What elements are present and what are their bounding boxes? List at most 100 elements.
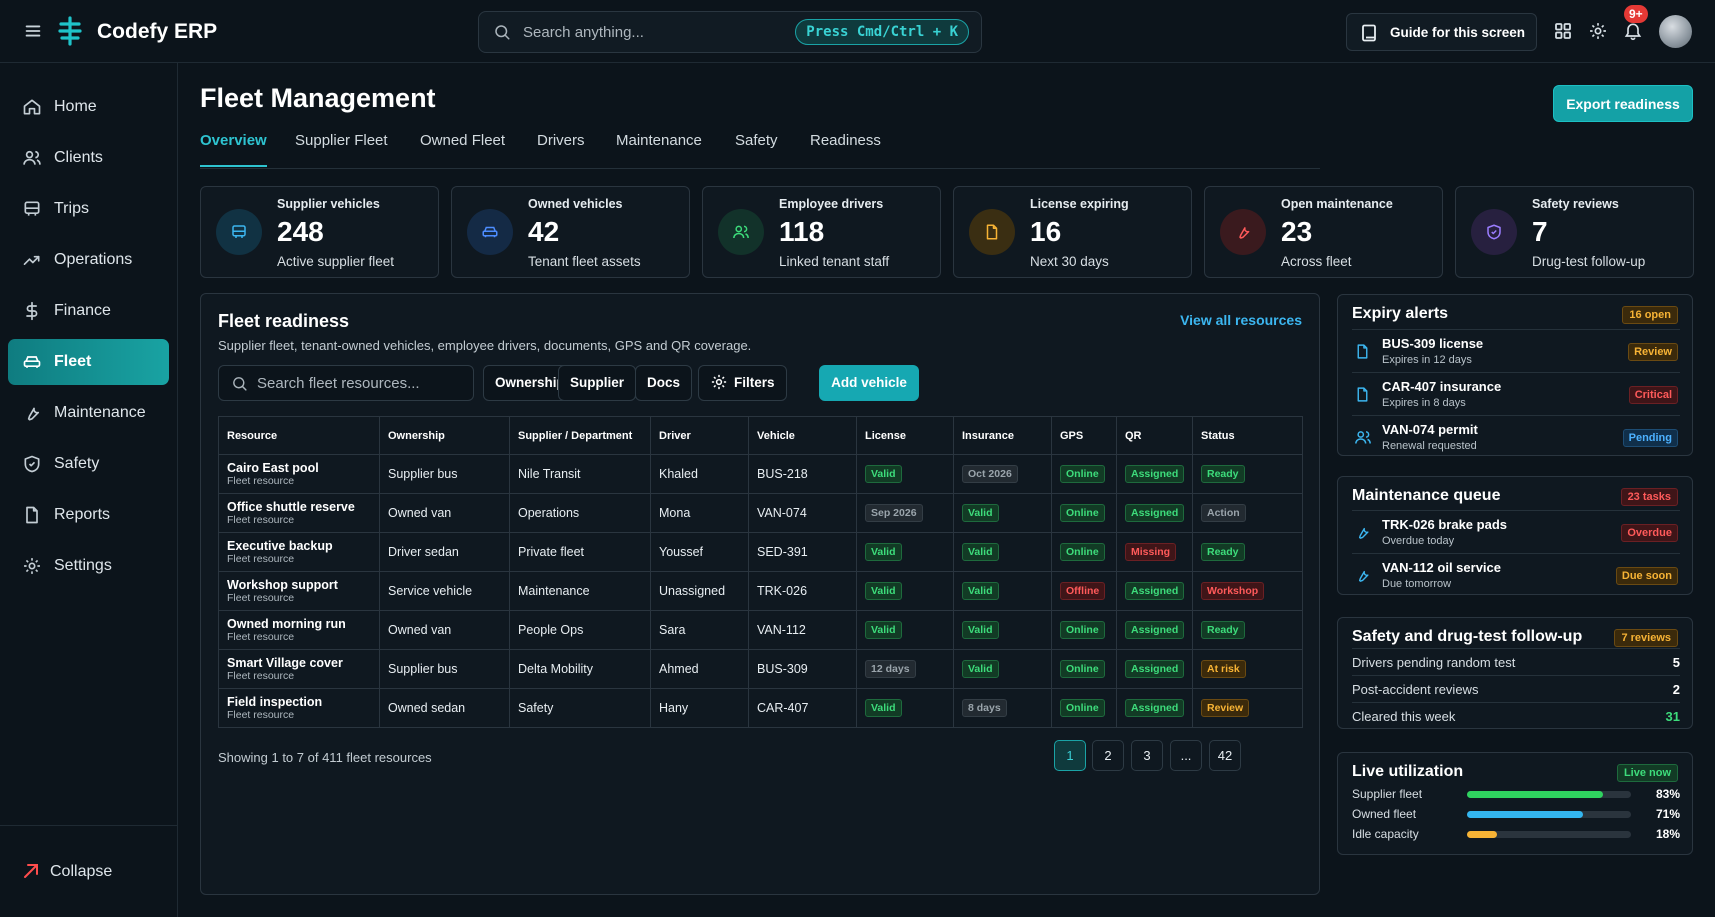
- filters-label: Filters: [734, 375, 775, 390]
- avatar[interactable]: [1659, 15, 1692, 48]
- filters-button[interactable]: Filters: [698, 365, 787, 401]
- page-button-3[interactable]: 3: [1131, 740, 1163, 771]
- tab-readiness[interactable]: Readiness: [810, 132, 881, 149]
- status-badge: Assigned: [1125, 660, 1185, 678]
- expiry-item-sub: Expires in 8 days: [1382, 397, 1466, 409]
- sidebar-item-reports[interactable]: Reports: [8, 492, 169, 538]
- resource-name: Smart Village cover: [227, 656, 343, 670]
- kpi-value: 248: [277, 216, 324, 247]
- sidebar-item-home[interactable]: Home: [8, 84, 169, 130]
- table-row[interactable]: Smart Village cover Fleet resource Supplie…: [218, 649, 1303, 689]
- kpi-value: 23: [1281, 216, 1313, 247]
- sidebar-item-settings[interactable]: Settings: [8, 543, 169, 589]
- page-button-1[interactable]: 1: [1054, 740, 1086, 771]
- column-header[interactable]: Status: [1192, 416, 1303, 455]
- ownership-cell: Owned van: [379, 493, 510, 533]
- status-badge: Assigned: [1125, 621, 1185, 639]
- tab-maintenance[interactable]: Maintenance: [616, 132, 702, 149]
- expiry-alerts-badge: 16 open: [1622, 306, 1678, 324]
- tab-safety[interactable]: Safety: [735, 132, 778, 149]
- column-header[interactable]: License: [856, 416, 954, 455]
- column-header[interactable]: Resource: [218, 416, 380, 455]
- maintenance-item[interactable]: TRK-026 brake pads Overdue today Overdue: [1352, 510, 1680, 553]
- page-button-2[interactable]: 2: [1092, 740, 1124, 771]
- search-icon: [233, 377, 247, 391]
- ownership-cell: Supplier bus: [379, 649, 510, 689]
- gps-cell: Online: [1051, 649, 1117, 689]
- tab-drivers[interactable]: Drivers: [537, 132, 585, 149]
- gear-icon[interactable]: [1588, 21, 1608, 41]
- table-row[interactable]: Cairo East pool Fleet resource Supplier bu…: [218, 454, 1303, 494]
- kpi-sub: Linked tenant staff: [779, 254, 890, 269]
- kpi-icon-circle: [718, 209, 764, 255]
- add-vehicle-button[interactable]: Add vehicle: [819, 365, 919, 401]
- column-header[interactable]: Driver: [650, 416, 749, 455]
- sidebar-item-label: Reports: [54, 506, 111, 523]
- column-header[interactable]: GPS: [1051, 416, 1117, 455]
- dept-cell: Delta Mobility: [509, 649, 651, 689]
- status-badge: Overdue: [1621, 524, 1678, 542]
- kpi-icon-circle: [467, 209, 513, 255]
- page-ellipsis[interactable]: ...: [1170, 740, 1202, 771]
- column-header[interactable]: Vehicle: [748, 416, 857, 455]
- expiry-item[interactable]: CAR-407 insurance Expires in 8 days Crit…: [1352, 372, 1680, 415]
- table-header-row: Resource Ownership Supplier / Department…: [218, 416, 1303, 455]
- guide-button[interactable]: Guide for this screen: [1346, 13, 1537, 51]
- license-cell: Valid: [856, 688, 954, 728]
- resource-type: Fleet resource: [227, 514, 295, 526]
- utilization-row: Owned fleet 71%: [1352, 805, 1680, 823]
- export-readiness-button[interactable]: Export readiness: [1553, 85, 1693, 122]
- sidebar-item-trips[interactable]: Trips: [8, 186, 169, 232]
- table-row[interactable]: Owned morning run Fleet resource Owned van…: [218, 610, 1303, 650]
- menu-icon[interactable]: [22, 20, 44, 42]
- sidebar-item-maintenance[interactable]: Maintenance: [8, 390, 169, 436]
- apps-grid-icon[interactable]: [1553, 21, 1573, 41]
- sidebar-item-operations[interactable]: Operations: [8, 237, 169, 283]
- status-badge: Online: [1060, 465, 1105, 483]
- driver-cell: Khaled: [650, 454, 749, 494]
- top-bar: Codefy ERP Search anything... Press Cmd/…: [0, 0, 1715, 63]
- kpi-label: Owned vehicles: [528, 197, 623, 211]
- qr-cell: Assigned: [1116, 571, 1193, 611]
- expiry-item[interactable]: VAN-074 permit Renewal requested Pending: [1352, 415, 1680, 458]
- table-row[interactable]: Field inspection Fleet resource Owned seda…: [218, 688, 1303, 728]
- table-row[interactable]: Office shuttle reserve Fleet resource Owne…: [218, 493, 1303, 533]
- supplier-filter-button[interactable]: Supplier: [558, 365, 637, 401]
- fleet-search-input[interactable]: Search fleet resources...: [218, 365, 474, 401]
- resource-type: Fleet resource: [227, 709, 295, 721]
- page-button-42[interactable]: 42: [1209, 740, 1241, 771]
- dept-cell: Nile Transit: [509, 454, 651, 494]
- sidebar-item-safety[interactable]: Safety: [8, 441, 169, 487]
- utilization-label: Supplier fleet: [1352, 787, 1423, 801]
- sidebar-item-fleet[interactable]: Fleet: [8, 339, 169, 385]
- column-header[interactable]: Insurance: [953, 416, 1052, 455]
- column-header[interactable]: Supplier / Department: [509, 416, 651, 455]
- docs-filter-button[interactable]: Docs: [635, 365, 693, 401]
- dept-cell: Maintenance: [509, 571, 651, 611]
- table-row[interactable]: Executive backup Fleet resource Driver sed…: [218, 532, 1303, 572]
- insurance-cell: Valid: [953, 649, 1052, 689]
- kpi-label: Employee drivers: [779, 197, 884, 211]
- vehicle-cell: TRK-026: [748, 571, 857, 611]
- maintenance-item[interactable]: VAN-112 oil service Due tomorrow Due soo…: [1352, 553, 1680, 596]
- tab-owned-fleet[interactable]: Owned Fleet: [420, 132, 506, 149]
- view-all-resources-link[interactable]: View all resources: [1180, 312, 1302, 328]
- expiry-item[interactable]: BUS-309 license Expires in 12 days Revie…: [1352, 329, 1680, 372]
- global-search[interactable]: Search anything... Press Cmd/Ctrl + K: [478, 11, 982, 53]
- table-row[interactable]: Workshop support Fleet resource Service ve…: [218, 571, 1303, 611]
- insurance-cell: Valid: [953, 532, 1052, 572]
- expiry-item-sub: Renewal requested: [1382, 440, 1477, 452]
- column-header[interactable]: Ownership: [379, 416, 510, 455]
- fleet-readiness-panel: Fleet readiness Supplier fleet, tenant-o…: [200, 293, 1320, 895]
- driver-cell: Youssef: [650, 532, 749, 572]
- resource-cell: Office shuttle reserve Fleet resource: [218, 493, 380, 533]
- bell-icon[interactable]: [1623, 21, 1643, 41]
- collapse-arrow-icon: [22, 862, 40, 880]
- column-header[interactable]: QR: [1116, 416, 1193, 455]
- tab-overview[interactable]: Overview: [200, 132, 267, 167]
- sidebar: Home Clients Trips Operations Finance Fl…: [0, 63, 178, 917]
- sidebar-item-finance[interactable]: Finance: [8, 288, 169, 334]
- file-icon: [1354, 385, 1371, 404]
- sidebar-item-clients[interactable]: Clients: [8, 135, 169, 181]
- tab-supplier-fleet[interactable]: Supplier Fleet: [295, 132, 388, 149]
